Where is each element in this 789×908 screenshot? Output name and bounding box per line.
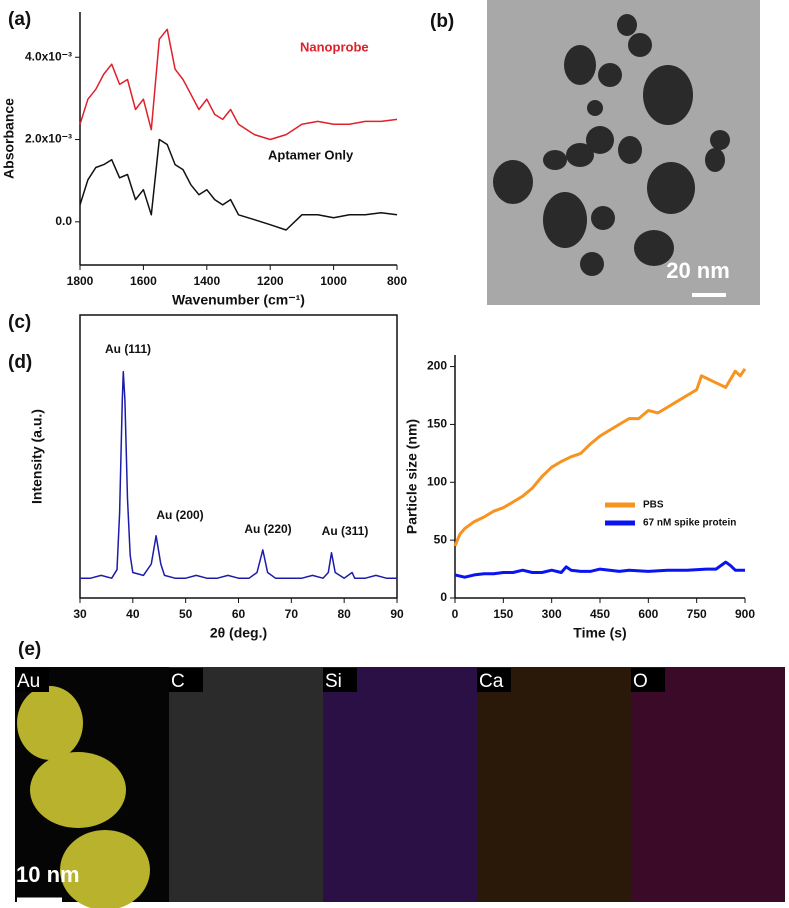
panel-label: (c) (8, 312, 31, 333)
label-box (169, 668, 203, 692)
x-axis-label: 2θ (deg.) (210, 625, 267, 641)
peak-label: Au (200) (156, 508, 203, 522)
y-tick-label: 100 (427, 474, 447, 488)
label-box (323, 668, 357, 692)
nanoparticles (493, 14, 730, 276)
x-tick-label: 1200 (257, 274, 284, 288)
plot-frame (79, 314, 398, 599)
map-o (631, 667, 785, 902)
series-label: Nanoprobe (300, 39, 369, 54)
map-c (169, 667, 323, 902)
scale-bar-label: 20 nm (666, 258, 730, 283)
label-box (15, 668, 49, 692)
x-tick-label: 300 (542, 607, 562, 621)
x-tick-label: 1600 (130, 274, 157, 288)
x-tick-label: 0 (452, 607, 459, 621)
panel-label: (d) (8, 352, 32, 373)
y-axis-label: Intensity (a.u.) (29, 409, 45, 504)
x-tick-label: 750 (687, 607, 707, 621)
series-line (454, 560, 745, 579)
panel-label: (a) (8, 9, 31, 30)
y-axis-label: Particle size (nm) (404, 419, 420, 534)
y-tick-label: 50 (434, 532, 448, 546)
series-line (80, 370, 397, 579)
element-label: Au (17, 671, 40, 692)
tem-image: 20 nm (b) (430, 0, 760, 305)
x-tick-label: 900 (735, 607, 755, 621)
element-label: Si (325, 671, 342, 692)
legend-label: 67 nM spike protein (643, 518, 736, 529)
x-axis-label: Time (s) (573, 625, 626, 641)
peak-label: Au (311) (322, 524, 369, 538)
label-box (631, 668, 665, 692)
x-tick-label: 80 (337, 607, 351, 621)
series-line (79, 138, 398, 231)
x-tick-label: 1400 (193, 274, 220, 288)
y-tick-label: 150 (427, 417, 447, 431)
y-tick-label: 0.0 (55, 214, 72, 228)
x-tick-label: 60 (232, 607, 246, 621)
map-si (323, 667, 477, 902)
y-tick-label: 4.0x10⁻³ (25, 49, 72, 63)
label-box (477, 668, 511, 692)
x-tick-label: 600 (638, 607, 658, 621)
x-tick-label: 1800 (67, 274, 94, 288)
eds-maps: (e) 10 nm (15, 639, 785, 908)
y-axis-label: Absorbance (1, 98, 17, 179)
x-tick-label: 70 (285, 607, 299, 621)
peak-label: Au (111) (105, 342, 151, 356)
series-line (79, 28, 398, 141)
x-tick-label: 150 (493, 607, 513, 621)
element-label: C (171, 671, 185, 692)
map-ca (477, 667, 631, 902)
legend-label: PBS (643, 500, 664, 511)
x-axis-label: Wavenumber (cm⁻¹) (172, 292, 305, 308)
au-particles (17, 686, 150, 908)
x-tick-label: 800 (387, 274, 407, 288)
element-label: O (633, 671, 648, 692)
element-label: Ca (479, 671, 504, 692)
y-tick-label: 200 (427, 359, 447, 373)
x-tick-label: 40 (126, 607, 140, 621)
panel-label: (b) (430, 11, 454, 32)
scale-bar-label: 10 nm (16, 862, 80, 887)
x-tick-label: 450 (590, 607, 610, 621)
x-tick-label: 1000 (320, 274, 347, 288)
peak-label: Au (220) (244, 522, 291, 536)
panel-label: (e) (18, 639, 41, 660)
series-line (453, 368, 747, 547)
series-label: Aptamer Only (268, 147, 354, 162)
y-tick-label: 0 (440, 590, 447, 604)
x-tick-label: 30 (73, 607, 87, 621)
x-tick-label: 90 (390, 607, 404, 621)
x-tick-label: 50 (179, 607, 193, 621)
y-tick-label: 2.0x10⁻³ (25, 132, 72, 146)
